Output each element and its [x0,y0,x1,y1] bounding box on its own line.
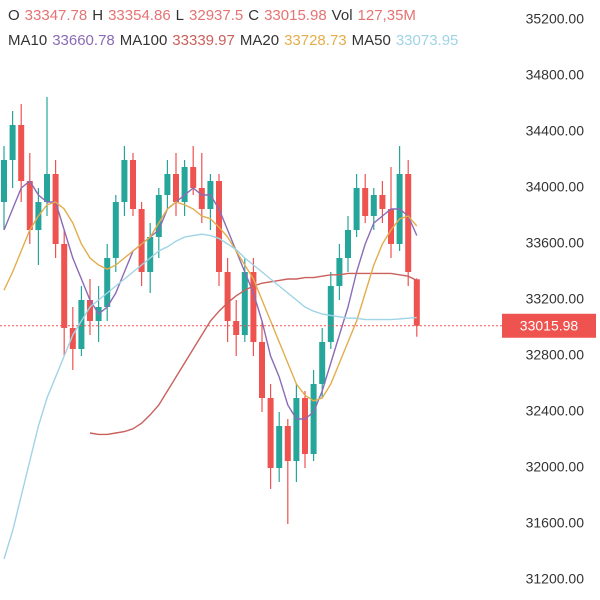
candle-body [173,174,179,202]
ohlc-label: L [175,7,185,24]
y-tick-label: 32000.00 [526,459,585,475]
candle-body [284,426,291,461]
candle-body [18,125,25,181]
candle-body [319,342,326,384]
ohlc-value: 32937.5 [189,7,244,24]
y-tick-label: 35200.00 [526,11,585,27]
ma-value: 33728.73 [284,32,347,49]
candle-body [1,160,7,202]
candle-body [61,244,68,328]
ma-value: 33339.97 [172,32,235,49]
candle-body [259,342,265,398]
ma-label: MA100 [119,32,168,49]
ohlc-header: O 33347.78 H 33354.86 L 32937.5 C 33015.98 Vol 12… [8,7,416,24]
candle-body [130,160,136,209]
candle-body [241,272,248,335]
y-tick-label: 31200.00 [526,571,585,587]
candle-body [52,174,59,244]
candle-body [181,167,188,202]
candle-body [310,384,317,454]
ohlc-value: 33347.78 [24,7,88,24]
candle-body [147,237,154,272]
candle-body [345,230,351,258]
candle-body [9,125,16,160]
ohlc-label: O [8,7,20,24]
candle-body [233,321,240,335]
ohlc-label: C [248,7,260,24]
candle-body [379,195,386,209]
ohlc-value: 33354.86 [108,7,171,24]
y-tick-label: 31600.00 [526,515,585,531]
candle-body [405,174,412,272]
ohlc-value: 33015.98 [264,7,327,24]
candle-body [267,398,274,468]
ma-line [89,272,418,436]
ma-label: MA20 [239,32,280,49]
candle-body [388,209,394,244]
price-tag-label: 33015.98 [520,317,579,333]
candle-body [293,398,300,461]
ma-value: 33660.78 [52,32,115,49]
y-tick-label: 33200.00 [526,291,585,307]
ma-value: 33073.95 [395,32,459,49]
candle-body [69,328,76,349]
candle-body [362,188,369,216]
candle-body [353,188,360,230]
ma-header: MA10 33660.78 MA100 33339.97 MA20 33728.73 MA5… [8,32,458,49]
y-tick-label: 34800.00 [526,67,585,83]
candle-body [138,209,145,272]
ohlc-label: H [92,7,104,24]
candle-body [164,174,171,195]
ma-line [3,179,418,420]
y-tick-label: 34000.00 [526,179,585,195]
candle-body [224,272,231,321]
candle-body [302,398,308,454]
candle-body [26,181,33,230]
candle-body [155,195,162,237]
candle-body [276,426,283,468]
candle-body [112,202,119,258]
price-tag [502,313,596,338]
y-tick-label: 32400.00 [526,403,585,419]
y-tick-label: 32800.00 [526,347,585,363]
candle-body [327,286,334,342]
ma-line [3,233,417,560]
candle-body [336,258,343,286]
candle-body [190,167,197,188]
y-tick-label: 33600.00 [526,235,585,251]
ma-label: MA50 [351,32,391,49]
candle-body [87,300,93,321]
candle-body [250,272,257,342]
ma-label: MA10 [8,32,48,49]
volume-value: 127,35M [357,7,416,24]
ma-line [3,201,418,402]
candle-body [413,279,420,326]
candle-body [370,195,377,216]
y-tick-label: 34400.00 [526,123,585,139]
candle-body [44,174,50,202]
candle-body [104,258,111,307]
candle-body [121,160,128,202]
candle-body [198,188,205,209]
candle-body [78,300,85,349]
volume-label: Vol [331,7,353,24]
